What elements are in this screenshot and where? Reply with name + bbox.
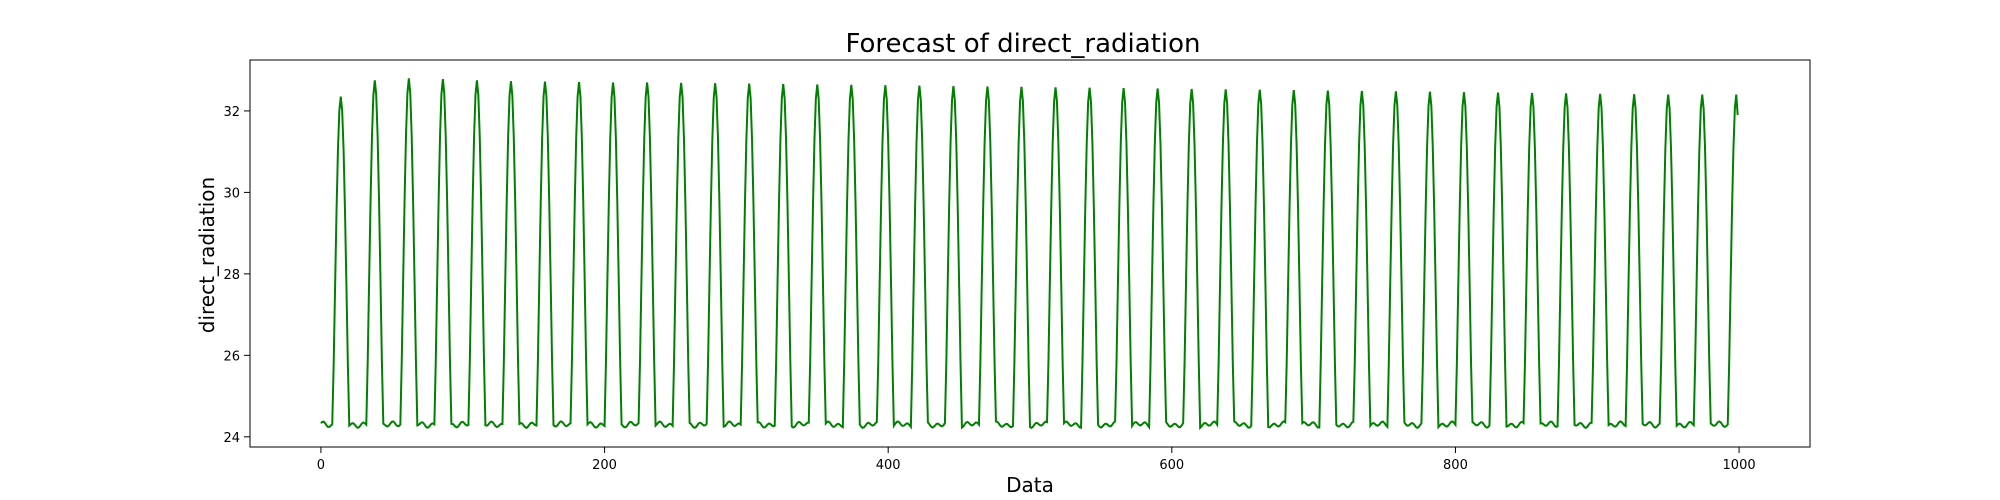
y-tick-label: 24 <box>223 431 240 446</box>
x-axis-label: Data <box>1006 473 1054 497</box>
x-tick-label: 200 <box>592 458 617 473</box>
x-tick-label: 0 <box>317 458 325 473</box>
y-tick-label: 26 <box>223 349 240 364</box>
x-tick-label: 1000 <box>1723 458 1756 473</box>
y-axis-label: direct_radiation <box>195 177 219 333</box>
x-tick-label: 600 <box>1159 458 1184 473</box>
x-tick-label: 800 <box>1443 458 1468 473</box>
y-tick-label: 30 <box>223 186 240 201</box>
y-tick-label: 32 <box>223 105 240 120</box>
x-tick-label: 400 <box>876 458 901 473</box>
y-axis-ticks: 24 26 28 30 32 <box>223 105 250 446</box>
chart-title: Forecast of direct_radiation <box>845 29 1200 59</box>
plot-area: 0 200 400 600 800 1000 24 26 28 30 32 <box>223 59 1811 473</box>
x-axis-ticks: 0 200 400 600 800 1000 <box>317 447 1756 473</box>
y-tick-label: 28 <box>223 268 240 283</box>
series-line <box>320 78 1739 431</box>
